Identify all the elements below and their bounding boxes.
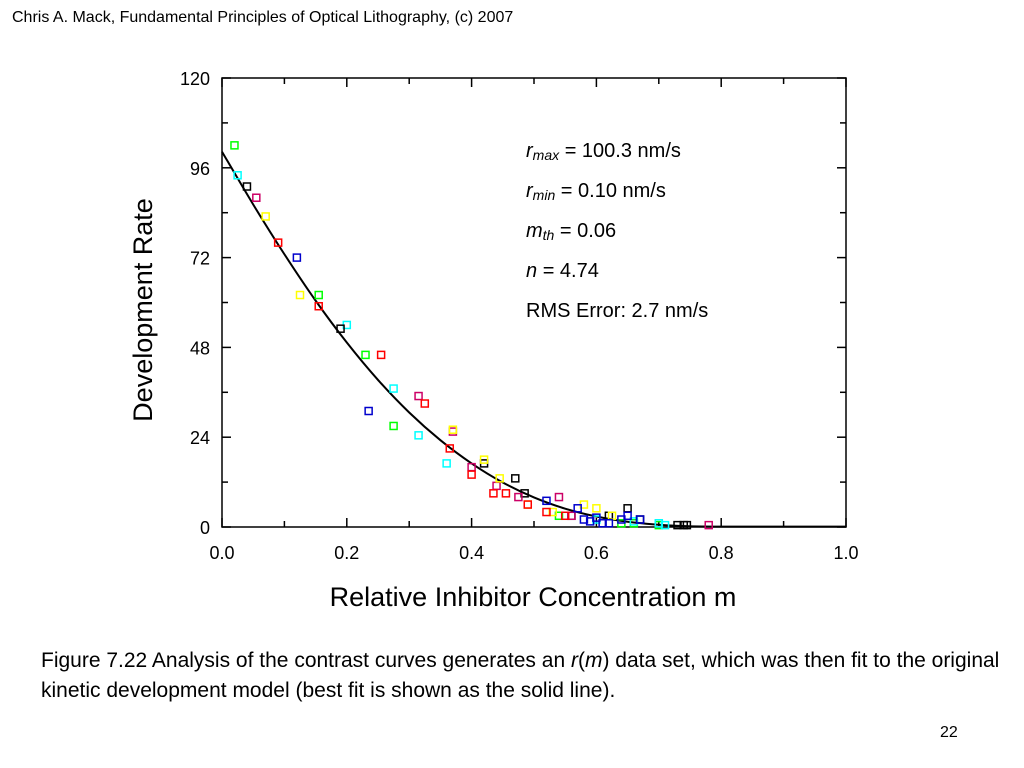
x-tick-label: 0.0: [209, 543, 234, 563]
x-tick-label: 0.4: [459, 543, 484, 563]
data-point: [314, 301, 323, 311]
param-n: n = 4.74: [526, 260, 599, 283]
data-point: [376, 350, 386, 360]
caption-paren: (: [577, 649, 585, 672]
data-point: [489, 489, 498, 498]
data-point: [445, 444, 455, 453]
param-rmin-subscript: min: [532, 187, 556, 203]
y-tick-label: 120: [180, 69, 210, 89]
param-mth: mth = 0.06: [526, 220, 616, 243]
data-point: [233, 171, 242, 180]
x-tick-label: 0.2: [334, 543, 359, 563]
data-point: [314, 290, 323, 300]
y-tick-label: 0: [200, 518, 210, 538]
param-mth-subscript: th: [542, 227, 555, 243]
y-axis-label: Development Rate: [128, 198, 158, 422]
figure-caption: Figure 7.22 Analysis of the contrast cur…: [41, 646, 1001, 706]
development-rate-chart: 0.0 0.2 0.4 0.6 0.8 1.0 0 24 48 72 96 120 Developm…: [128, 69, 859, 612]
data-point: [554, 492, 564, 502]
data-points: [230, 141, 713, 530]
y-tick-label: 96: [190, 159, 210, 179]
param-rmax-subscript: max: [532, 147, 560, 163]
param-mth-value: = 0.06: [559, 220, 617, 242]
param-rmin: rmin = 0.10 nm/s: [526, 180, 666, 203]
data-point: [542, 496, 551, 506]
data-point: [479, 455, 489, 464]
param-rmax: rmax = 100.3 nm/s: [526, 140, 681, 163]
data-point: [361, 350, 370, 360]
data-point: [292, 253, 302, 262]
caption-part2: ) data set, which was then fit to the or…: [41, 649, 1000, 702]
data-point: [560, 511, 570, 521]
caption-part1: Figure 7.22 Analysis of the contrast cur…: [41, 649, 571, 672]
param-n-symbol: n: [526, 260, 538, 282]
y-tick-label: 72: [190, 249, 210, 269]
data-point: [495, 474, 504, 483]
data-point: [673, 520, 682, 530]
data-point: [573, 504, 582, 513]
data-point: [660, 520, 670, 530]
param-rmin-value: = 0.10 nm/s: [560, 180, 666, 202]
data-point: [514, 492, 523, 502]
param-rmax-value: = 100.3 nm/s: [564, 140, 681, 162]
y-tick-label: 24: [190, 428, 210, 448]
param-rms-error: RMS Error: 2.7 nm/s: [526, 300, 709, 322]
data-point: [389, 384, 398, 393]
data-point: [511, 474, 520, 483]
data-point: [336, 324, 345, 333]
x-tick-label: 0.6: [584, 543, 609, 563]
data-point: [567, 511, 576, 521]
data-point: [414, 431, 423, 440]
param-rmin-symbol: r: [526, 180, 533, 202]
param-rmax-symbol: r: [526, 140, 533, 162]
data-point: [364, 406, 373, 416]
y-tick-label: 48: [190, 338, 210, 358]
header-credit: Chris A. Mack, Fundamental Principles of…: [12, 9, 514, 26]
x-tick-label: 0.8: [709, 543, 734, 563]
data-point: [295, 290, 305, 300]
plot-frame: [221, 77, 847, 528]
data-point: [704, 520, 713, 530]
data-point: [448, 427, 458, 436]
data-point: [230, 141, 239, 150]
data-point: [592, 504, 601, 513]
param-mth-symbol: m: [526, 220, 543, 242]
data-point: [635, 515, 645, 524]
data-point: [492, 481, 501, 491]
x-axis-label: Relative Inhibitor Concentration m: [330, 582, 737, 612]
data-point: [629, 517, 639, 526]
data-point: [548, 507, 557, 517]
data-point: [579, 515, 589, 524]
data-point: [682, 520, 692, 530]
data-point: [442, 459, 451, 468]
caption-m: m: [584, 649, 603, 672]
data-point: [448, 425, 458, 434]
data-point: [252, 193, 261, 202]
data-point: [389, 421, 398, 431]
data-point: [592, 513, 601, 522]
data-point: [467, 470, 476, 479]
data-point: [623, 511, 632, 521]
x-tick-label: 1.0: [833, 543, 858, 563]
data-point: [414, 391, 423, 401]
data-point: [623, 504, 632, 513]
x-tick-labels: 0.0 0.2 0.4 0.6 0.8 1.0: [209, 543, 858, 563]
fit-curve: [221, 151, 846, 528]
data-point: [261, 212, 270, 221]
caption-r: r: [570, 649, 578, 672]
data-point: [501, 489, 511, 498]
data-point: [420, 399, 430, 408]
data-point: [598, 519, 607, 528]
data-point: [523, 500, 533, 509]
data-point: [654, 519, 664, 528]
data-point: [604, 519, 614, 528]
param-n-value: = 4.74: [542, 260, 599, 282]
page-number: 22: [940, 724, 958, 741]
y-tick-labels: 0 24 48 72 96 120: [180, 69, 210, 538]
data-point: [542, 507, 551, 517]
data-point: [242, 182, 252, 191]
data-point: [273, 238, 283, 247]
data-point: [523, 500, 533, 509]
